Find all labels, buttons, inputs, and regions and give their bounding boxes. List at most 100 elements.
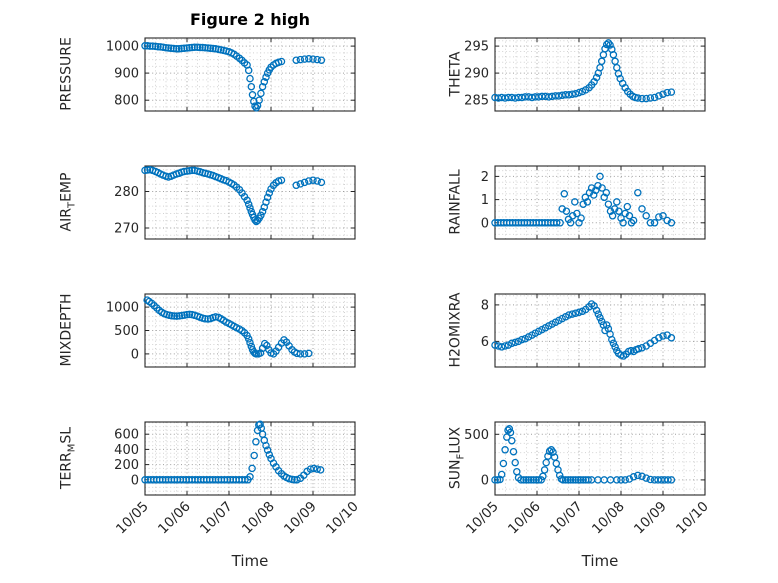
svg-text:10/07: 10/07	[547, 499, 586, 538]
axes-box	[494, 37, 706, 112]
svg-text:10/09: 10/09	[631, 499, 670, 538]
h2omixra-chart: 68	[481, 293, 706, 368]
ylabel-subscript: M	[66, 443, 78, 453]
tick-marks	[494, 422, 706, 495]
scatter-points	[491, 172, 676, 227]
scatter-points	[141, 42, 326, 112]
tick-marks	[494, 166, 706, 239]
axes-box	[494, 293, 706, 368]
svg-text:10/10: 10/10	[673, 499, 712, 538]
minor-grid	[145, 422, 355, 496]
ylabel-text: SL	[58, 426, 75, 444]
svg-text:1000: 1000	[106, 301, 139, 316]
svg-text:10/05: 10/05	[463, 499, 502, 538]
ylabel-text: EMP	[58, 172, 75, 202]
tick-marks	[144, 422, 356, 495]
svg-text:10/07: 10/07	[197, 499, 236, 538]
axes-box	[494, 165, 706, 240]
ylabel-mixdepth: MIXDEPTH	[59, 294, 78, 367]
ylabel-pressure: PRESSURE	[59, 37, 78, 111]
svg-text:2: 2	[481, 170, 489, 185]
xlabel-time-left: Time	[231, 552, 269, 570]
y-tick-labels: 800 900 1000	[106, 40, 139, 109]
svg-text:10/08: 10/08	[589, 499, 628, 538]
scatter-points	[143, 296, 313, 358]
scatter-points	[141, 165, 326, 226]
minor-grid	[495, 422, 705, 495]
theta-chart: 285 290 295	[464, 37, 706, 112]
sun-flux-chart: 0 500 10/05 10/06 10/07 10/08 10/09 10/10	[463, 421, 712, 537]
svg-text:400: 400	[114, 443, 139, 458]
tick-marks	[494, 38, 706, 111]
tick-marks	[494, 294, 706, 367]
ylabel-text: PRESSURE	[58, 37, 75, 111]
pressure-chart: 800 900 1000	[106, 37, 356, 112]
subplot-pressure: PRESSURE 800 900 1000	[59, 32, 363, 116]
subplot-theta: THETA 285 290 295	[445, 32, 713, 116]
y-tick-labels: 270 280	[114, 185, 139, 237]
svg-text:800: 800	[114, 94, 139, 109]
svg-text:200: 200	[114, 458, 139, 473]
x-tick-labels: 10/05 10/06 10/07 10/08 10/09 10/10	[463, 499, 712, 538]
svg-text:290: 290	[464, 67, 489, 82]
ylabel-subscript: T	[66, 201, 78, 209]
svg-text:500: 500	[114, 324, 139, 339]
y-tick-labels: 0 500	[464, 428, 489, 489]
svg-text:10/06: 10/06	[155, 499, 194, 538]
axes-box	[144, 37, 356, 112]
y-tick-labels: 0 1 2	[481, 170, 489, 231]
svg-text:285: 285	[464, 94, 489, 109]
scatter-points	[491, 425, 676, 484]
svg-text:0: 0	[131, 473, 139, 488]
svg-text:8: 8	[481, 298, 489, 313]
svg-text:10/10: 10/10	[323, 499, 362, 538]
ylabel-text: TERR	[58, 452, 75, 490]
subplot-sun-flux: SUNFLUX 0 500 10/05 10/06 10/07 10/08 10/09 10/…	[445, 416, 713, 537]
svg-text:500: 500	[464, 428, 489, 443]
svg-text:900: 900	[114, 67, 139, 82]
figure-title: Figure 2 high	[190, 10, 310, 29]
x-tick-labels: 10/05 10/06 10/07 10/08 10/09 10/10	[113, 499, 362, 538]
subplot-air-temp: AIRTEMP 270 280	[59, 160, 363, 244]
svg-text:10/08: 10/08	[239, 499, 278, 538]
ylabel-terr-msl: TERRMSL	[59, 427, 78, 489]
scatter-points	[141, 420, 325, 484]
xlabel-time-right: Time	[581, 552, 619, 570]
svg-text:270: 270	[114, 222, 139, 237]
svg-text:10/06: 10/06	[505, 499, 544, 538]
svg-text:6: 6	[481, 335, 489, 350]
y-tick-labels: 0 500 1000	[106, 301, 139, 363]
y-tick-labels: 285 290 295	[464, 40, 489, 109]
minor-grid	[495, 166, 705, 239]
subplot-terr-msl: TERRMSL 0 200 400 600 10/05 10/06 10/07 10/08 10…	[59, 416, 363, 537]
y-tick-labels: 68	[481, 298, 489, 350]
axes-box	[144, 165, 356, 240]
subplot-mixdepth: MIXDEPTH 0 500 1000	[59, 288, 363, 372]
axes-box	[144, 421, 356, 496]
minor-grid	[495, 38, 705, 112]
scatter-points	[491, 39, 676, 103]
rainfall-chart: 0 1 2	[481, 165, 706, 240]
ylabel-air-temp: AIRTEMP	[59, 173, 78, 232]
svg-text:0: 0	[481, 216, 489, 231]
svg-text:280: 280	[114, 185, 139, 200]
svg-text:295: 295	[464, 40, 489, 55]
svg-text:10/09: 10/09	[281, 499, 320, 538]
svg-text:600: 600	[114, 428, 139, 443]
svg-text:0: 0	[131, 347, 139, 362]
scatter-points	[491, 300, 676, 360]
svg-text:1000: 1000	[106, 40, 139, 55]
svg-text:0: 0	[481, 473, 489, 488]
mixdepth-chart: 0 500 1000	[106, 293, 356, 368]
ylabel-text: MIXDEPTH	[58, 293, 75, 367]
axes-box	[494, 421, 706, 496]
ylabel-text: AIR	[58, 208, 75, 232]
svg-text:10/05: 10/05	[113, 499, 152, 538]
svg-text:1: 1	[481, 193, 489, 208]
air-temp-chart: 270 280	[114, 165, 356, 240]
